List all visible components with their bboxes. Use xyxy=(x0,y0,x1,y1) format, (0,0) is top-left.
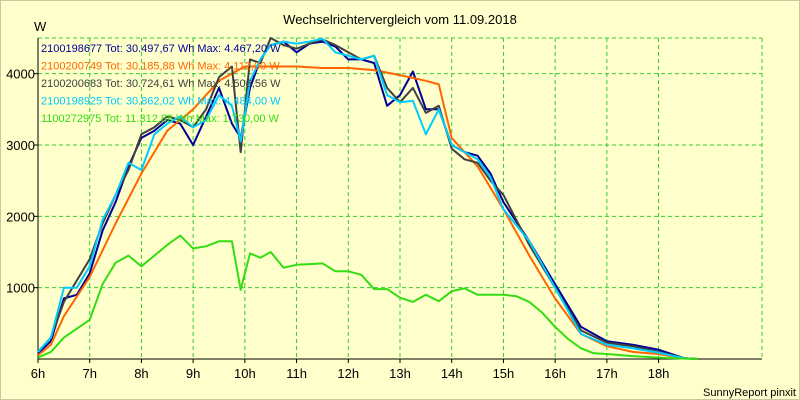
series-lines xyxy=(37,37,698,360)
x-tick-label: 6h xyxy=(31,366,45,381)
y-axis-unit-label: W xyxy=(34,19,47,34)
x-tick-label: 14h xyxy=(441,366,463,381)
axes xyxy=(34,38,762,363)
x-tick-label: 11h xyxy=(286,366,307,381)
y-tick-label: 4000 xyxy=(6,67,35,82)
series-line-2100200749 xyxy=(37,65,698,360)
x-tick-label: 18h xyxy=(648,366,670,381)
y-tick-label: 2000 xyxy=(6,209,35,224)
x-tick-label: 15h xyxy=(493,366,515,381)
x-tick-label: 12h xyxy=(337,366,359,381)
legend-entry-2100200749: 2100200749 Tot: 30.185,88 Wh Max: 4.112,… xyxy=(41,61,280,73)
x-tick-label: 16h xyxy=(544,366,566,381)
legend-entry-2100200683: 2100200683 Tot: 30.724,61 Wh Max: 4.506,… xyxy=(41,78,281,90)
x-tick-label: 17h xyxy=(596,366,618,381)
legend-entry-1100272975: 1100272975 Tot: 11.312,88 Wh Max: 1.730,… xyxy=(41,113,280,125)
series-line-1100272975 xyxy=(37,234,698,360)
series-line-2100200683 xyxy=(37,37,698,360)
report-credit: SunnyReport pinxit xyxy=(703,387,796,399)
x-tick-label: 9h xyxy=(186,366,200,381)
legend-entry-2100198677: 2100198677 Tot: 30.497,67 Wh Max: 4.467,… xyxy=(41,43,281,55)
series-line-2100198925 xyxy=(37,37,698,360)
x-tick-label: 10h xyxy=(234,366,256,381)
chart-title: Wechselrichtervergleich vom 11.09.2018 xyxy=(283,12,517,27)
tick-labels: 6h 7h 8h 9h 10h 11h 12h 13h 14h 15h 16h 17h 18h 1000 2… xyxy=(6,67,669,381)
y-tick-label: 1000 xyxy=(6,281,35,296)
y-tick-label: 3000 xyxy=(6,138,35,153)
legend-entry-2100198925: 2100198925 Tot: 30.862,02 Wh Max: 4.484,… xyxy=(41,96,281,108)
x-tick-label: 8h xyxy=(134,366,148,381)
x-tick-label: 7h xyxy=(82,366,96,381)
x-tick-label: 13h xyxy=(389,366,411,381)
legend: 2100198677 Tot: 30.497,67 Wh Max: 4.467,… xyxy=(41,43,281,125)
grid xyxy=(38,37,763,359)
